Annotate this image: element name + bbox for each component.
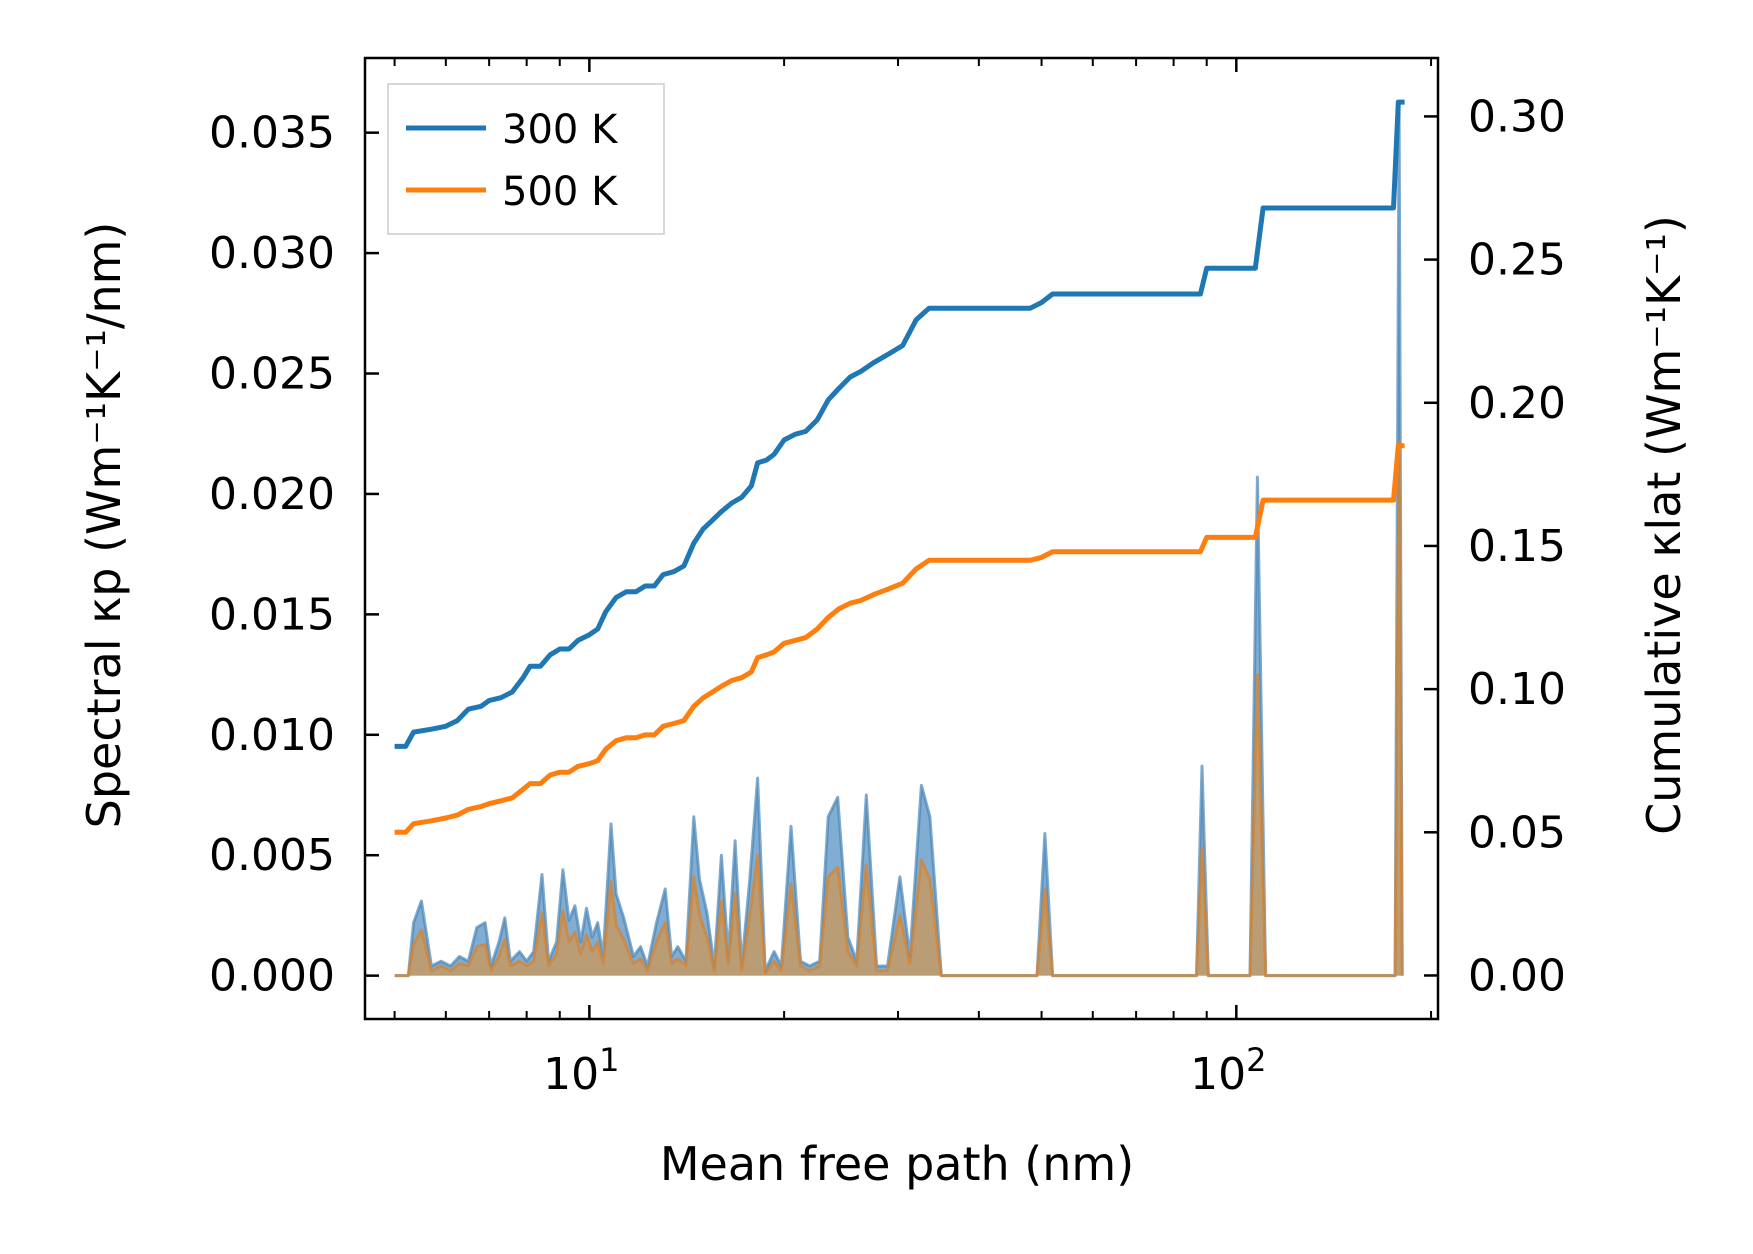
y-left-tick-label: 0.030: [209, 228, 335, 279]
spectral-line-500k: [394, 439, 1404, 978]
x-tick-label: 102: [1190, 1041, 1266, 1100]
cumulative-line-300k: [394, 99, 1405, 749]
y-right-tick-label: 0.15: [1468, 521, 1566, 572]
y-right-tick-label: 0.30: [1468, 91, 1566, 142]
legend-label-300k: 300 K: [502, 107, 619, 153]
y-right-tick-label: 0.20: [1468, 378, 1566, 429]
cumulative-line-500k: [394, 443, 1405, 835]
x-axis-label: Mean free path (nm): [660, 1137, 1134, 1191]
y-left-tick-label: 0.015: [209, 589, 335, 640]
y-left-tick-label: 0.005: [209, 830, 335, 881]
axes-frame: [363, 56, 1440, 1021]
legend-frame: [387, 83, 665, 235]
legend-label-500k: 500 K: [502, 169, 619, 215]
y-axis-label-right: Cumulative κlat (Wm⁻¹K⁻¹): [1637, 215, 1691, 835]
y-left-tick-label: 0.035: [209, 108, 335, 159]
y-left-tick-label: 0.000: [209, 951, 335, 1002]
x-tick-label: 101: [543, 1041, 619, 1100]
y-right-tick-label: 0.10: [1468, 664, 1566, 715]
plot-area: [394, 99, 1405, 978]
plot-border: [363, 56, 1440, 1021]
y-axis-label-left: Spectral κp (Wm⁻¹K⁻¹/nm): [77, 222, 131, 829]
y-left-tick-label: 0.020: [209, 469, 335, 520]
spectral-line-300k: [394, 102, 1404, 978]
y-right-tick-label: 0.25: [1468, 235, 1566, 286]
legend: 300 K 500 K: [387, 83, 665, 235]
y-left-tick-label: 0.010: [209, 710, 335, 761]
y-right-tick-label: 0.05: [1468, 807, 1566, 858]
y-right-tick-label: 0.00: [1468, 950, 1566, 1001]
axis-ticks: 0.000 0.005 0.010 0.015 0.020 0.025 0.030 0.035…: [209, 58, 1566, 1100]
y-left-tick-label: 0.025: [209, 349, 335, 400]
